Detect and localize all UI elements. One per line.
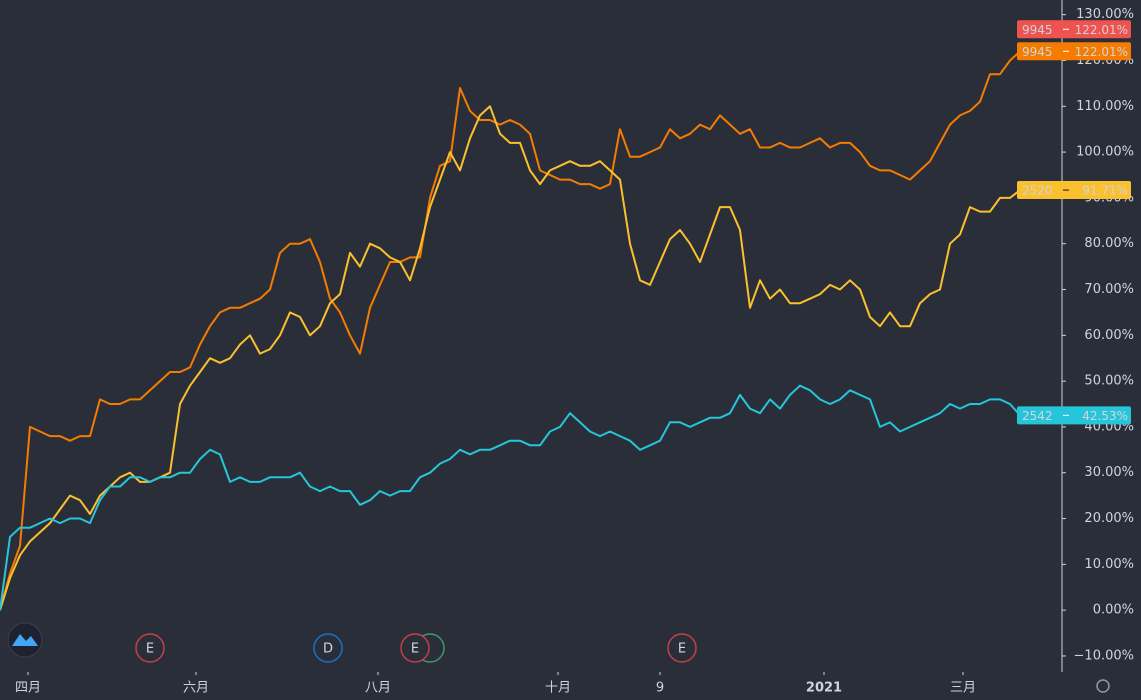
price-tag: 9945 122.01% [1017, 42, 1131, 61]
event-label: E [678, 642, 686, 657]
y-tick-label: 10.00% [1084, 557, 1134, 572]
y-tick-label: 80.00% [1084, 236, 1134, 251]
y-tick-label: 70.00% [1084, 282, 1134, 297]
x-tick-label: 三月 [950, 681, 976, 696]
event-icon [313, 633, 343, 663]
x-tick-label: 六月 [183, 681, 209, 696]
y-tick-label: 30.00% [1084, 465, 1134, 480]
y-tick-label: 50.00% [1084, 374, 1134, 389]
price-tag-box [1017, 42, 1131, 61]
logo [7, 622, 43, 658]
price-tag-name: 2542 [1022, 409, 1053, 423]
event-label: E [146, 642, 154, 657]
price-tag-value: 122.01% [1075, 45, 1128, 59]
price-tag-box [1017, 20, 1131, 39]
y-tick-label: 20.00% [1084, 511, 1134, 526]
y-tick-label: 100.00% [1076, 145, 1134, 160]
x-tick-label: 十月 [545, 681, 571, 696]
x-tick-label: 9 [656, 681, 664, 696]
y-tick-label: 0.00% [1093, 603, 1134, 618]
x-tick-label: 八月 [365, 681, 391, 696]
price-tag: 2542 42.53% [1017, 406, 1131, 425]
y-tick-label: 60.00% [1084, 328, 1134, 343]
event-label: E [411, 642, 419, 657]
y-tick-label: 110.00% [1076, 99, 1134, 114]
series-line [0, 50, 1021, 611]
price-tag-value: 91.71% [1082, 184, 1128, 198]
price-tag-value: 122.01% [1075, 23, 1128, 37]
price-tag-name: 2520 [1022, 184, 1053, 198]
price-tag-value: 42.53% [1082, 409, 1128, 423]
price-tag-name: 9945 [1022, 45, 1053, 59]
plot-area [0, 50, 1021, 611]
x-tick-label: 2021 [806, 681, 842, 696]
price-tag-box [1017, 181, 1131, 200]
settings-icon[interactable] [1096, 679, 1110, 693]
series-line [0, 105, 1021, 611]
y-tick-label: −10.00% [1074, 648, 1134, 663]
price-tag: 2520 91.71% [1017, 181, 1131, 200]
event-icon [400, 633, 430, 663]
event-icon [667, 633, 697, 663]
price-tag: 9945 122.01% [1017, 20, 1131, 39]
series-line [0, 384, 1021, 611]
event-icon [135, 633, 165, 663]
y-tick-label: 130.00% [1076, 7, 1134, 22]
event-label: D [323, 642, 333, 657]
price-tag-name: 9945 [1022, 23, 1053, 37]
price-tag-box [1017, 406, 1131, 425]
x-tick-label: 四月 [15, 681, 41, 696]
